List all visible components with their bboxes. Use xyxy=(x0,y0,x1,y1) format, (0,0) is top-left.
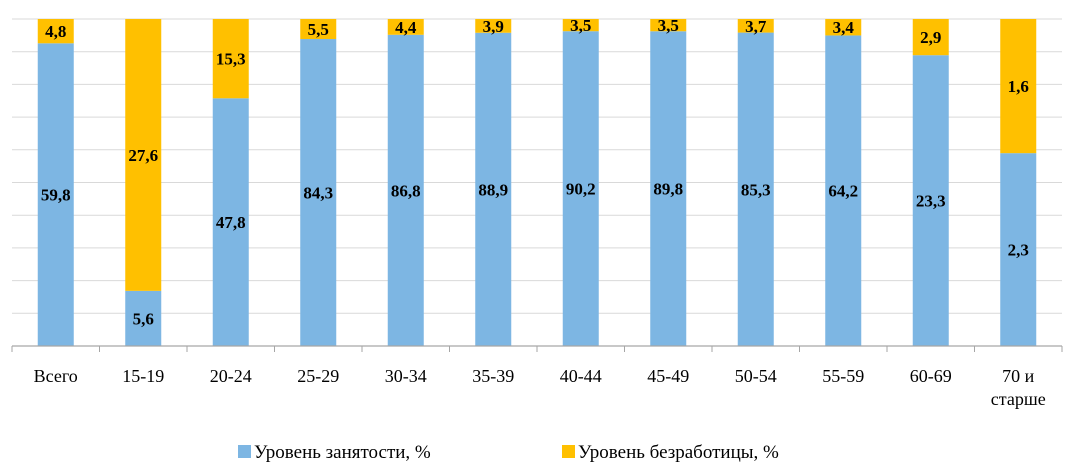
bar-employment xyxy=(737,32,774,346)
data-label-unemployment: 1,6 xyxy=(1008,77,1029,96)
legend-label-unemployment: Уровень безработицы, % xyxy=(578,442,779,463)
bar-employment xyxy=(475,32,512,346)
data-label-unemployment: 27,6 xyxy=(128,146,158,165)
data-label-employment: 23,3 xyxy=(916,192,946,211)
x-tick-label: Всего xyxy=(34,366,78,386)
x-tick-label: 55-59 xyxy=(822,366,864,386)
data-label-unemployment: 3,4 xyxy=(833,18,855,37)
data-label-employment: 90,2 xyxy=(566,180,596,199)
data-label-employment: 86,8 xyxy=(391,181,421,200)
bar-employment xyxy=(912,55,949,347)
legend: Уровень занятости, % Уровень безработицы… xyxy=(238,442,779,463)
bar-unemployment xyxy=(37,19,74,44)
legend-swatch-employment xyxy=(238,445,251,458)
x-tick-label: 60-69 xyxy=(910,366,952,386)
bar-unemployment xyxy=(825,19,862,36)
x-tick-label: 30-34 xyxy=(385,366,427,386)
data-label-unemployment: 5,5 xyxy=(308,20,329,39)
bar-employment xyxy=(387,34,424,347)
bar-employment xyxy=(37,43,74,347)
bar-unemployment xyxy=(212,19,249,99)
gridlines xyxy=(12,18,1062,314)
data-label-unemployment: 15,3 xyxy=(216,50,246,69)
data-label-employment: 47,8 xyxy=(216,213,246,232)
data-label-employment: 84,3 xyxy=(303,184,333,203)
legend-label-employment: Уровень занятости, % xyxy=(254,442,431,463)
bar-unemployment xyxy=(1000,19,1037,154)
x-axis: Всего 15-19 20-24 25-29 30-34 35-39 40-44 45-49… xyxy=(11,345,1063,409)
bar-unemployment xyxy=(650,19,687,32)
bar-unemployment xyxy=(387,19,424,35)
data-label-employment: 59,8 xyxy=(41,186,71,205)
data-label-employment: 64,2 xyxy=(828,182,858,201)
data-label-employment: 89,8 xyxy=(653,180,683,199)
bar-employment xyxy=(825,35,862,346)
x-tick-label: 40-44 xyxy=(560,366,602,386)
bar-employment xyxy=(300,39,337,347)
data-labels: 59,8 4,8 5,6 27,6 47,8 15,3 84,3 5,5 86,8 4,4 88,9… xyxy=(41,16,1029,328)
x-tick-label: 20-24 xyxy=(210,366,252,386)
bar-employment xyxy=(562,31,599,347)
bar-unemployment xyxy=(562,19,599,32)
legend-swatch-unemployment xyxy=(562,445,575,458)
data-label-employment: 85,3 xyxy=(741,180,771,199)
x-tick-label: 35-39 xyxy=(472,366,514,386)
data-label-unemployment: 3,9 xyxy=(483,17,504,36)
bar-employment xyxy=(212,98,249,347)
x-tick-label: 15-19 xyxy=(122,366,164,386)
bar-employment xyxy=(650,31,687,347)
bar-employment xyxy=(125,290,162,346)
bars xyxy=(37,19,1037,347)
bar-unemployment xyxy=(737,19,774,33)
bar-unemployment xyxy=(912,19,949,56)
data-label-unemployment: 3,5 xyxy=(570,16,591,35)
data-label-employment: 88,9 xyxy=(478,180,508,199)
data-label-unemployment: 2,9 xyxy=(920,28,941,47)
x-tick-label: 45-49 xyxy=(647,366,689,386)
data-label-employment: 2,3 xyxy=(1008,241,1029,260)
data-label-employment: 5,6 xyxy=(133,309,154,328)
x-tick-label: 25-29 xyxy=(297,366,339,386)
bar-employment xyxy=(1000,153,1037,346)
data-label-unemployment: 4,4 xyxy=(395,18,417,37)
data-label-unemployment: 4,8 xyxy=(45,22,66,41)
x-tick-label: 70 и старше xyxy=(991,366,1046,409)
x-tick-label: 50-54 xyxy=(735,366,777,386)
bar-unemployment xyxy=(300,19,337,40)
data-label-unemployment: 3,7 xyxy=(745,17,767,36)
bar-unemployment xyxy=(475,19,512,33)
data-label-unemployment: 3,5 xyxy=(658,16,679,35)
bar-unemployment xyxy=(125,19,162,291)
